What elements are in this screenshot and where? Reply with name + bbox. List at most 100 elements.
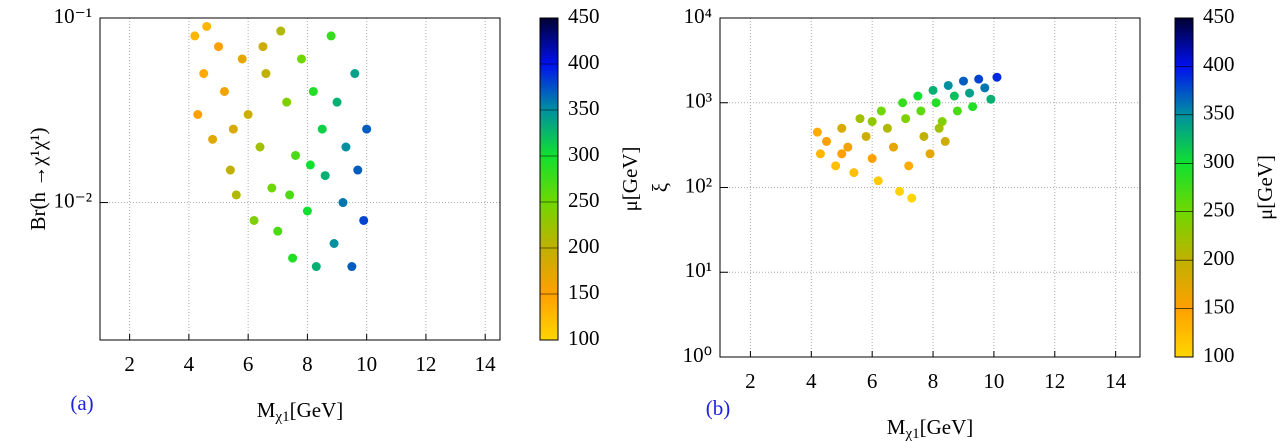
colorbar-tick-label: 450 bbox=[568, 4, 600, 28]
colorbar-tick-label: 100 bbox=[1203, 343, 1235, 367]
point bbox=[214, 42, 224, 52]
point bbox=[231, 190, 241, 200]
colorbar-label: μ[GeV] bbox=[1253, 155, 1277, 220]
panel-label: (b) bbox=[706, 396, 731, 420]
point bbox=[861, 131, 871, 141]
colorbar-tick-label: 400 bbox=[1203, 52, 1235, 76]
point bbox=[907, 193, 917, 203]
y-tick-label: 10¹ bbox=[685, 258, 712, 282]
x-axis-label: Mχ1[GeV] bbox=[887, 415, 974, 441]
point bbox=[916, 106, 926, 116]
y-axis-label: ξ bbox=[648, 183, 672, 192]
point bbox=[958, 76, 968, 86]
point bbox=[980, 83, 990, 93]
point bbox=[867, 153, 877, 163]
x-tick-label: 12 bbox=[1044, 369, 1065, 393]
plot-border bbox=[719, 17, 1141, 358]
y-tick-label: 10⁰ bbox=[683, 343, 712, 367]
colorbar-tick-label: 200 bbox=[1203, 246, 1235, 270]
point bbox=[291, 150, 301, 160]
point bbox=[822, 136, 832, 146]
point bbox=[843, 142, 853, 152]
point bbox=[925, 149, 935, 159]
y-tick-label: 10⁴ bbox=[684, 4, 712, 28]
panel-label: (a) bbox=[70, 391, 93, 415]
point bbox=[208, 134, 218, 144]
point bbox=[895, 186, 905, 196]
point bbox=[898, 98, 908, 108]
colorbar-tick-label: 150 bbox=[568, 280, 600, 304]
x-tick-label: 2 bbox=[745, 369, 756, 393]
point bbox=[940, 136, 950, 146]
point bbox=[255, 142, 265, 152]
point bbox=[867, 117, 877, 127]
point bbox=[913, 91, 923, 101]
point bbox=[919, 131, 929, 141]
point bbox=[837, 149, 847, 159]
point bbox=[965, 88, 975, 98]
x-label-main: M bbox=[887, 415, 906, 439]
point bbox=[308, 86, 318, 96]
point bbox=[225, 165, 235, 175]
point bbox=[882, 123, 892, 133]
y-axis-label: Br(h →χ¹χ¹) bbox=[26, 128, 50, 231]
point bbox=[261, 69, 271, 79]
point bbox=[288, 253, 298, 263]
point bbox=[228, 124, 238, 134]
colorbar-tick-label: 300 bbox=[1203, 149, 1235, 173]
x-label-main: M bbox=[257, 398, 276, 422]
y-tick-label: 10⁻¹ bbox=[54, 4, 92, 28]
point bbox=[949, 91, 959, 101]
point bbox=[849, 168, 859, 178]
point bbox=[873, 176, 883, 186]
colorbar-tick-label: 200 bbox=[568, 234, 600, 258]
point bbox=[937, 117, 947, 127]
point bbox=[812, 127, 822, 137]
colorbar-tick-label: 300 bbox=[568, 142, 600, 166]
point bbox=[296, 54, 306, 64]
colorbar-tick-label: 400 bbox=[568, 50, 600, 74]
colorbar-tick-label: 350 bbox=[1203, 101, 1235, 125]
point bbox=[855, 114, 865, 124]
point bbox=[311, 262, 321, 272]
x-tick-label: 4 bbox=[806, 369, 817, 393]
y-tick-label: 10³ bbox=[685, 89, 712, 113]
x-label-sub: χ1 bbox=[904, 426, 919, 441]
x-tick-label: 10 bbox=[356, 352, 377, 376]
x-label-sub: χ1 bbox=[274, 409, 289, 425]
colorbar-tick-label: 100 bbox=[568, 326, 600, 350]
point bbox=[934, 123, 944, 133]
point bbox=[952, 106, 962, 116]
x-label-unit: [GeV] bbox=[290, 398, 344, 422]
point bbox=[359, 215, 369, 225]
colorbar-label: μ[GeV] bbox=[618, 147, 642, 212]
point bbox=[237, 54, 247, 64]
colorbar bbox=[539, 17, 559, 341]
colorbar bbox=[1174, 17, 1194, 358]
x-tick-label: 12 bbox=[415, 352, 436, 376]
point bbox=[931, 98, 941, 108]
point bbox=[837, 123, 847, 133]
x-tick-label: 14 bbox=[1105, 369, 1127, 393]
x-axis-label: Mχ1[GeV] bbox=[257, 398, 344, 426]
plot-frame bbox=[99, 17, 501, 341]
point bbox=[901, 114, 911, 124]
point bbox=[273, 226, 283, 236]
point bbox=[326, 31, 336, 41]
point bbox=[888, 142, 898, 152]
point bbox=[317, 124, 327, 134]
colorbar-tick-label: 250 bbox=[568, 188, 600, 212]
point bbox=[831, 161, 841, 171]
point bbox=[249, 215, 259, 225]
colorbar-tick-label: 350 bbox=[568, 96, 600, 120]
point bbox=[353, 165, 363, 175]
x-label-unit: [GeV] bbox=[920, 415, 974, 439]
point bbox=[320, 171, 330, 181]
x-tick-label: 8 bbox=[302, 352, 313, 376]
point bbox=[338, 198, 348, 208]
point bbox=[258, 42, 268, 52]
point bbox=[305, 160, 315, 170]
y-tick-label: 10⁻² bbox=[54, 188, 92, 212]
point bbox=[928, 85, 938, 95]
